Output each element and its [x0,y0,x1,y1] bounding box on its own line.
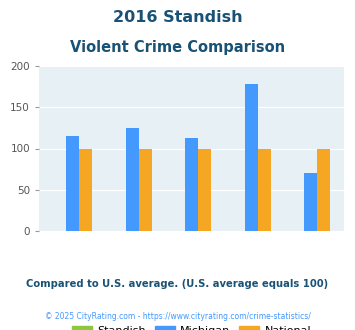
Legend: Standish, Michigan, National: Standish, Michigan, National [69,322,315,330]
Bar [317,148,331,231]
Text: 2016 Standish: 2016 Standish [113,10,242,25]
Bar [185,138,198,231]
Bar [245,84,258,231]
Bar [198,148,211,231]
Bar [139,148,152,231]
Bar [258,148,271,231]
Bar [79,148,92,231]
Bar [304,173,317,231]
Bar [66,136,79,231]
Text: Violent Crime Comparison: Violent Crime Comparison [70,40,285,54]
Text: Compared to U.S. average. (U.S. average equals 100): Compared to U.S. average. (U.S. average … [26,279,329,289]
Bar [126,128,139,231]
Text: © 2025 CityRating.com - https://www.cityrating.com/crime-statistics/: © 2025 CityRating.com - https://www.city… [45,312,310,321]
